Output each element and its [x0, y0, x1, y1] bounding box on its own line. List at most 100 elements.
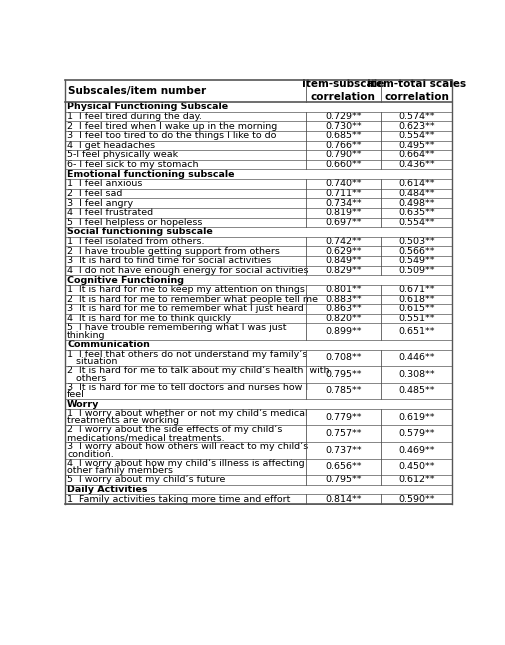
Bar	[66, 426, 452, 442]
Bar	[66, 266, 452, 275]
Text: 4  I worry about how my child’s illness is affecting: 4 I worry about how my child’s illness i…	[67, 459, 305, 468]
Text: treatments are working: treatments are working	[67, 417, 179, 426]
Text: 0.629**: 0.629**	[325, 247, 362, 255]
Text: 1  I feel tired during the day.: 1 I feel tired during the day.	[67, 112, 202, 121]
Bar	[66, 323, 452, 340]
Text: 0.566**: 0.566**	[398, 247, 435, 255]
Bar	[66, 102, 452, 112]
Bar	[66, 304, 452, 313]
Text: 2  I have trouble getting support from others: 2 I have trouble getting support from ot…	[67, 247, 280, 255]
Text: 1  I feel isolated from others.: 1 I feel isolated from others.	[67, 237, 205, 246]
Text: 0.899**: 0.899**	[325, 327, 362, 336]
Text: 1  It is hard for me to keep my attention on things: 1 It is hard for me to keep my attention…	[67, 285, 305, 294]
Bar	[66, 295, 452, 304]
Text: 0.766**: 0.766**	[325, 141, 362, 150]
Text: 0.436**: 0.436**	[398, 160, 435, 169]
Text: 5  I worry about my child’s future: 5 I worry about my child’s future	[67, 475, 225, 484]
Bar	[66, 246, 452, 256]
Text: Communication: Communication	[67, 341, 150, 350]
Text: 5  I have trouble remembering what I was just: 5 I have trouble remembering what I was …	[67, 323, 286, 332]
Text: 0.498**: 0.498**	[398, 199, 435, 208]
Text: thinking: thinking	[67, 331, 106, 340]
Bar	[66, 141, 452, 150]
Text: 0.708**: 0.708**	[325, 353, 362, 362]
Text: 3  It is hard to find time for social activities: 3 It is hard to find time for social act…	[67, 256, 271, 265]
Text: 0.795**: 0.795**	[325, 475, 362, 484]
Text: 0.614**: 0.614**	[398, 179, 435, 188]
Bar	[66, 208, 452, 217]
Text: 1  I worry about whether or not my child’s medical: 1 I worry about whether or not my child’…	[67, 409, 308, 418]
Text: 0.785**: 0.785**	[325, 386, 362, 395]
Bar	[66, 475, 452, 485]
Text: 0.742**: 0.742**	[325, 237, 362, 246]
Text: 0.549**: 0.549**	[398, 256, 435, 265]
Text: 3  I feel too tired to do the things I like to do: 3 I feel too tired to do the things I li…	[67, 131, 276, 140]
Text: 0.801**: 0.801**	[325, 285, 362, 294]
Text: 0.757**: 0.757**	[325, 429, 362, 438]
Text: 2  It is hard for me to talk about my child’s health  with: 2 It is hard for me to talk about my chi…	[67, 366, 329, 375]
Text: 4  I feel frustrated: 4 I feel frustrated	[67, 208, 153, 217]
Text: others: others	[67, 373, 107, 382]
Text: 0.484**: 0.484**	[398, 189, 435, 198]
Text: 5  I feel helpless or hopeless: 5 I feel helpless or hopeless	[67, 218, 203, 227]
Text: 3  I feel angry: 3 I feel angry	[67, 199, 133, 208]
Text: 1  I feel anxious: 1 I feel anxious	[67, 179, 142, 188]
Text: 0.883**: 0.883**	[325, 295, 362, 304]
Bar	[66, 485, 452, 494]
Text: 0.612**: 0.612**	[398, 475, 435, 484]
Text: 0.697**: 0.697**	[325, 218, 362, 227]
Text: Cognitive Functioning: Cognitive Functioning	[67, 275, 184, 284]
Bar	[66, 409, 452, 426]
Bar	[66, 198, 452, 208]
Text: other family members: other family members	[67, 466, 173, 475]
Bar	[66, 494, 452, 504]
Bar	[66, 313, 452, 323]
Text: 0.308**: 0.308**	[398, 370, 435, 379]
Bar	[66, 112, 452, 121]
Bar	[66, 237, 452, 246]
Text: 0.446**: 0.446**	[398, 353, 435, 362]
Bar	[66, 121, 452, 131]
Text: 0.503**: 0.503**	[398, 237, 435, 246]
Text: 0.819**: 0.819**	[325, 208, 362, 217]
Text: 0.615**: 0.615**	[398, 304, 435, 313]
Text: 0.814**: 0.814**	[325, 495, 362, 504]
Text: 2  It is hard for me to remember what people tell me: 2 It is hard for me to remember what peo…	[67, 295, 318, 304]
Text: Item-total scales
correlation: Item-total scales correlation	[367, 79, 466, 102]
Text: 0.829**: 0.829**	[325, 266, 362, 275]
Text: Social functioning subscale: Social functioning subscale	[67, 228, 213, 237]
Text: 0.579**: 0.579**	[398, 429, 435, 438]
Text: 0.685**: 0.685**	[325, 131, 362, 140]
Text: 0.671**: 0.671**	[398, 285, 435, 294]
Text: 6- I feel sick to my stomach: 6- I feel sick to my stomach	[67, 160, 198, 169]
Bar	[66, 340, 452, 350]
Text: 0.790**: 0.790**	[325, 150, 362, 159]
Text: 0.795**: 0.795**	[325, 370, 362, 379]
Text: 2  I worry about the side effects of my child’s: 2 I worry about the side effects of my c…	[67, 426, 282, 435]
Bar	[66, 459, 452, 475]
Text: 0.551**: 0.551**	[398, 314, 435, 323]
Text: 0.651**: 0.651**	[398, 327, 435, 336]
Text: 4  I do not have enough energy for social activities: 4 I do not have enough energy for social…	[67, 266, 309, 275]
Text: 0.740**: 0.740**	[325, 179, 362, 188]
Text: 0.618**: 0.618**	[398, 295, 435, 304]
Text: 0.450**: 0.450**	[398, 462, 435, 471]
Text: 3  It is hard for me to tell doctors and nurses how I: 3 It is hard for me to tell doctors and …	[67, 382, 308, 392]
Text: situation: situation	[67, 357, 117, 366]
Text: 0.574**: 0.574**	[398, 112, 435, 121]
Bar	[66, 81, 452, 102]
Text: condition.: condition.	[67, 450, 114, 459]
Bar	[66, 170, 452, 179]
Text: 0.656**: 0.656**	[325, 462, 362, 471]
Bar	[66, 189, 452, 198]
Text: 0.711**: 0.711**	[325, 189, 362, 198]
Text: Worry: Worry	[67, 399, 99, 408]
Bar	[66, 160, 452, 170]
Text: 2  I feel sad: 2 I feel sad	[67, 189, 122, 198]
Text: 0.664**: 0.664**	[398, 150, 435, 159]
Text: Emotional functioning subscale: Emotional functioning subscale	[67, 170, 234, 179]
Text: medications/medical treatments.: medications/medical treatments.	[67, 433, 225, 442]
Text: 0.863**: 0.863**	[325, 304, 362, 313]
Text: Physical Functioning Subscale: Physical Functioning Subscale	[67, 103, 228, 112]
Text: Item-subscale
correlation: Item-subscale correlation	[302, 79, 384, 102]
